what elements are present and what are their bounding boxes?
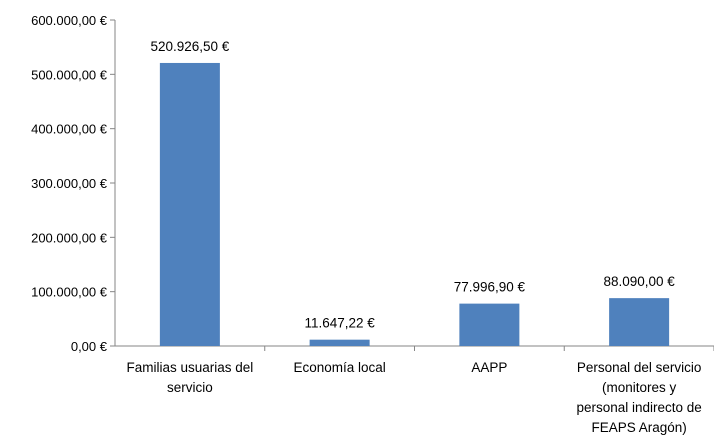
category-label-line: (monitores y [602,380,677,395]
category-label: Personal del servicio (monitores y persona… [576,360,701,435]
y-tick-label: 200.000,00 € [31,230,108,245]
category-label-line: Economía local [293,360,385,375]
y-tick-label: 500.000,00 € [31,67,108,82]
y-tick-label: 300.000,00 € [31,176,108,191]
chart-bars [159,62,670,347]
category-label: Familias usuarias del servicio [126,360,253,395]
category-labels: Familias usuarias del servicio Economía lo… [126,360,701,435]
category-label-line: Personal del servicio [577,360,702,375]
bar [159,62,220,347]
y-tick-label: 0,00 € [71,339,108,354]
y-tick-label: 600.000,00 € [31,13,108,28]
data-label: 520.926,50 € [150,39,229,54]
category-label-line: Familias usuarias del [126,360,253,375]
y-tick-labels: 0,00 € 100.000,00 € 200.000,00 € 300.000,00… [31,13,108,354]
bar [459,303,520,346]
category-label-line: personal indirecto de [576,400,701,415]
category-label: AAPP [471,360,507,375]
y-tick-label: 100.000,00 € [31,285,108,300]
bar [309,339,370,346]
y-tick-label: 400.000,00 € [31,122,108,137]
category-label: Economía local [293,360,385,375]
data-label: 88.090,00 € [603,274,675,289]
data-label: 77.996,90 € [454,280,526,295]
data-labels: 520.926,50 € 11.647,22 € 77.996,90 € 88.090… [150,39,675,331]
category-label-line: servicio [167,380,213,395]
data-label: 11.647,22 € [304,316,375,331]
category-label-line: FEAPS Aragón) [591,420,686,435]
category-label-line: AAPP [471,360,507,375]
bar [609,298,670,346]
